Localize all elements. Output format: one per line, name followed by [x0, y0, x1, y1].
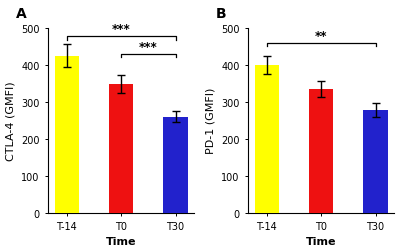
- Y-axis label: CTLA-4 (GMFI): CTLA-4 (GMFI): [6, 81, 16, 161]
- Text: ***: ***: [139, 41, 158, 53]
- Text: B: B: [216, 7, 226, 21]
- Bar: [309, 89, 334, 213]
- Bar: [255, 66, 279, 213]
- Bar: [55, 56, 79, 213]
- Text: A: A: [16, 7, 26, 21]
- Y-axis label: PD-1 (GMFI): PD-1 (GMFI): [206, 88, 216, 154]
- X-axis label: Time: Time: [106, 237, 136, 246]
- Bar: [363, 110, 388, 213]
- X-axis label: Time: Time: [306, 237, 336, 246]
- Bar: [109, 85, 134, 213]
- Text: **: **: [315, 29, 328, 42]
- Text: ***: ***: [112, 23, 130, 36]
- Bar: [163, 117, 188, 213]
